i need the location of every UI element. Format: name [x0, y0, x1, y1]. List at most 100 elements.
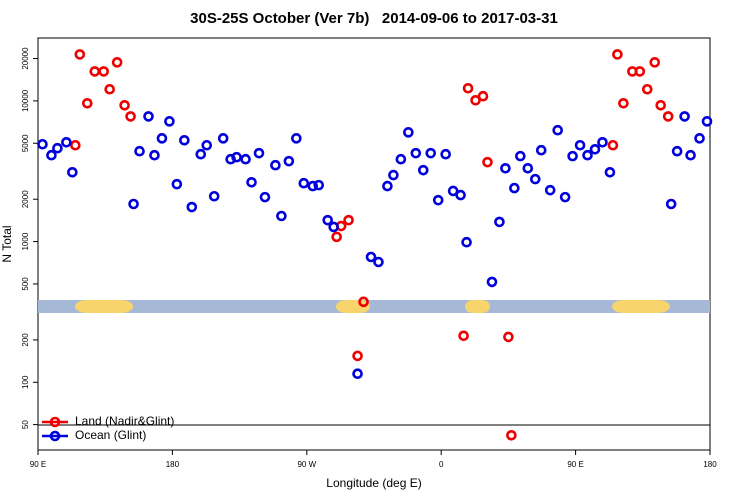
point [679, 111, 690, 122]
point [604, 166, 616, 178]
point [149, 149, 160, 161]
point [179, 134, 190, 146]
point [447, 185, 459, 197]
point [522, 162, 534, 174]
point [515, 150, 526, 162]
point [417, 164, 429, 176]
point [365, 251, 377, 263]
point [98, 66, 110, 77]
point [655, 99, 667, 111]
y-tick-label: 10000 [21, 89, 30, 112]
y-tick-label: 50 [21, 420, 30, 429]
point [328, 221, 339, 233]
point [544, 184, 556, 196]
point [382, 180, 393, 192]
point [186, 201, 198, 213]
point [597, 136, 608, 148]
land-patch [75, 300, 133, 313]
chart-title: 30S-25S October (Ver 7b) 2014-09-06 to 2… [190, 10, 558, 27]
point [52, 142, 63, 154]
point [253, 147, 265, 159]
point [231, 151, 242, 163]
point [201, 139, 213, 151]
point [486, 276, 498, 288]
point [470, 94, 481, 106]
point [358, 296, 369, 308]
x-tick-label: 90 E [567, 460, 583, 469]
point [156, 133, 168, 144]
x-tick-label: 180 [703, 460, 717, 469]
point [240, 153, 251, 165]
point [67, 166, 78, 178]
legend-marker [49, 416, 61, 428]
point [662, 111, 674, 122]
x-axis-label: Longitude (deg E) [326, 476, 421, 490]
point [494, 216, 505, 228]
point [482, 156, 493, 168]
point [225, 153, 236, 165]
y-tick-label: 5000 [21, 134, 30, 152]
point [477, 90, 489, 102]
point [395, 153, 407, 165]
point [559, 191, 571, 203]
point [641, 83, 653, 95]
point [373, 256, 384, 268]
legend-marker [49, 430, 61, 442]
point [503, 331, 514, 343]
point [403, 127, 414, 138]
point [432, 194, 444, 206]
point [246, 176, 257, 188]
y-tick-label: 2000 [21, 190, 30, 208]
y-axis-label: N Total [0, 225, 14, 262]
land-patch [612, 300, 670, 313]
land-ocean-band [38, 300, 710, 313]
point [509, 182, 520, 194]
point [574, 139, 586, 151]
point [455, 189, 466, 201]
point [343, 214, 354, 226]
point [425, 147, 437, 159]
point [388, 169, 399, 181]
legend-label: Ocean (Glint) [75, 428, 146, 442]
ocean-band [38, 300, 710, 313]
point [119, 99, 130, 111]
point [195, 148, 207, 160]
point [607, 139, 619, 151]
x-tick-label: 90 W [297, 460, 316, 469]
point [500, 162, 511, 174]
point [171, 178, 183, 190]
point [694, 133, 705, 144]
land-patch [336, 300, 370, 313]
point [283, 155, 295, 167]
point [74, 49, 86, 60]
point [461, 236, 472, 248]
point [506, 429, 517, 441]
point [665, 198, 677, 210]
x-tick-label: 0 [439, 460, 444, 469]
point [134, 145, 145, 157]
point [111, 57, 123, 68]
y-tick-label: 100 [21, 375, 30, 389]
point [634, 66, 646, 77]
point [552, 124, 563, 136]
point [535, 144, 547, 156]
point [128, 198, 139, 210]
point [298, 177, 310, 189]
point [307, 180, 319, 192]
y-tick-label: 200 [21, 333, 30, 347]
point [582, 149, 593, 161]
plot-frame [37, 37, 711, 451]
point [270, 159, 281, 171]
point [567, 150, 578, 162]
point [276, 210, 287, 222]
point [37, 138, 48, 150]
point [462, 82, 474, 94]
point [589, 143, 601, 155]
point [70, 139, 81, 151]
point [331, 231, 342, 243]
point [46, 149, 57, 161]
point [410, 147, 422, 159]
point [701, 116, 713, 127]
point [208, 190, 220, 202]
point [352, 350, 363, 362]
